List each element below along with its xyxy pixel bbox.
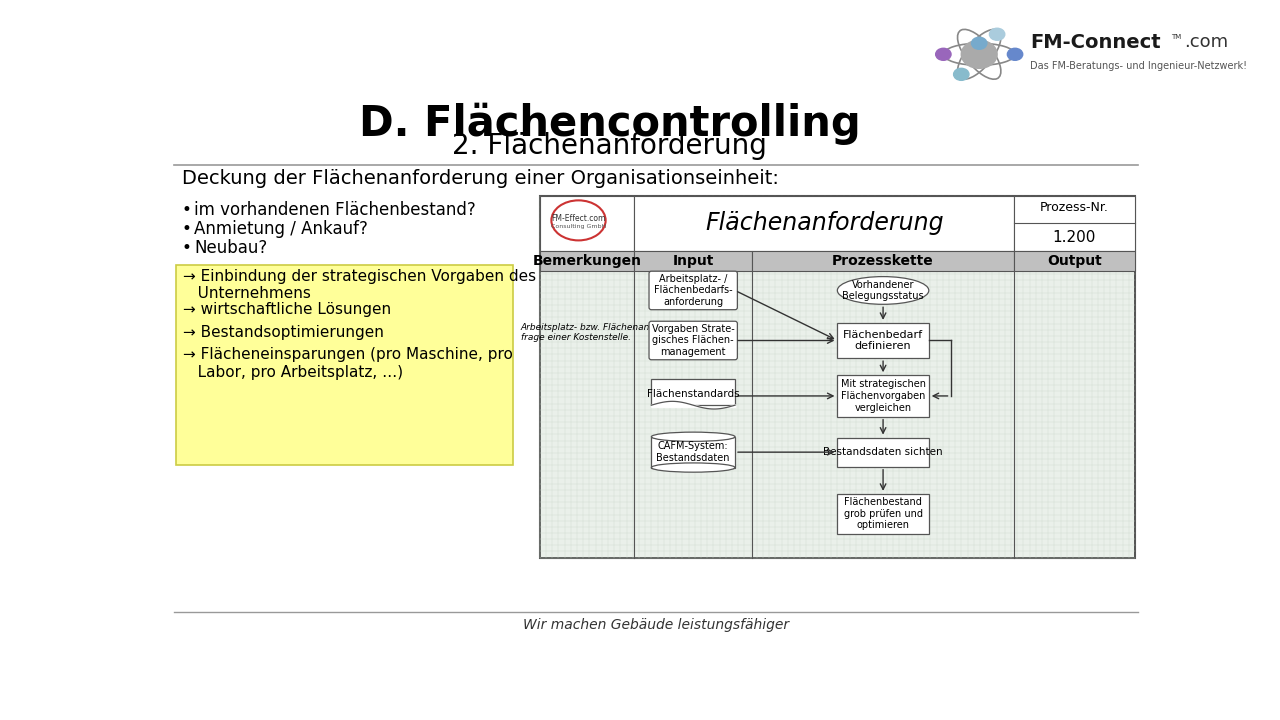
Text: •: • (182, 220, 192, 238)
FancyBboxPatch shape (837, 375, 929, 417)
Text: Arbeitsplatz- bzw. Flächenan-
frage einer Kostenstelle.: Arbeitsplatz- bzw. Flächenan- frage eine… (521, 323, 653, 343)
Circle shape (936, 48, 951, 60)
FancyBboxPatch shape (837, 438, 929, 467)
Circle shape (989, 28, 1005, 40)
Text: → Flächeneinsparungen (pro Maschine, pro
   Labor, pro Arbeitsplatz, …): → Flächeneinsparungen (pro Maschine, pro… (183, 347, 513, 379)
Text: Flächenanforderung: Flächenanforderung (705, 212, 943, 235)
FancyBboxPatch shape (837, 494, 929, 534)
FancyBboxPatch shape (753, 251, 1014, 271)
Text: Deckung der Flächenanforderung einer Organisationseinheit:: Deckung der Flächenanforderung einer Org… (182, 169, 778, 189)
Text: → Bestandsoptimierungen: → Bestandsoptimierungen (183, 325, 384, 341)
Text: Anmietung / Ankauf?: Anmietung / Ankauf? (195, 220, 367, 238)
Text: .com: .com (1184, 33, 1228, 51)
Circle shape (954, 68, 969, 81)
Text: Das FM-Beratungs- und Ingenieur-Netzwerk!: Das FM-Beratungs- und Ingenieur-Netzwerk… (1030, 61, 1248, 71)
FancyBboxPatch shape (540, 196, 1135, 557)
Text: Output: Output (1047, 254, 1102, 268)
FancyBboxPatch shape (649, 271, 737, 310)
Ellipse shape (652, 432, 735, 441)
Text: FM-Connect: FM-Connect (1030, 33, 1161, 52)
Text: → Einbindung der strategischen Vorgaben des
   Unternehmens: → Einbindung der strategischen Vorgaben … (183, 269, 536, 301)
Text: Flächenbestand
grob prüfen und
optimieren: Flächenbestand grob prüfen und optimiere… (844, 497, 923, 531)
Text: TM: TM (1171, 35, 1181, 40)
Text: → wirtschaftliche Lösungen: → wirtschaftliche Lösungen (183, 302, 392, 318)
FancyBboxPatch shape (652, 379, 735, 405)
FancyBboxPatch shape (1014, 251, 1135, 271)
Text: Flächenstandards: Flächenstandards (646, 389, 740, 399)
Ellipse shape (837, 276, 929, 305)
Text: Wir machen Gebäude leistungsfähiger: Wir machen Gebäude leistungsfähiger (524, 618, 788, 632)
Text: 1.200: 1.200 (1053, 230, 1096, 245)
FancyBboxPatch shape (649, 321, 737, 360)
FancyBboxPatch shape (837, 323, 929, 359)
Text: Arbeitsplatz- /
Flächenbedarfs-
anforderung: Arbeitsplatz- / Flächenbedarfs- anforder… (654, 274, 732, 307)
Text: •: • (182, 239, 192, 257)
Text: 2. Flächenanforderung: 2. Flächenanforderung (452, 132, 767, 161)
FancyBboxPatch shape (635, 251, 753, 271)
Text: im vorhandenen Flächenbestand?: im vorhandenen Flächenbestand? (195, 201, 476, 219)
FancyBboxPatch shape (1014, 196, 1135, 251)
FancyBboxPatch shape (540, 196, 635, 251)
Text: Consulting GmbH: Consulting GmbH (550, 224, 607, 229)
Text: Mit strategischen
Flächenvorgaben
vergleichen: Mit strategischen Flächenvorgaben vergle… (841, 379, 925, 413)
Circle shape (1007, 48, 1023, 60)
Text: Neubau?: Neubau? (195, 239, 268, 257)
FancyBboxPatch shape (540, 197, 1134, 557)
Text: Prozesskette: Prozesskette (832, 254, 934, 268)
Text: Prozess-Nr.: Prozess-Nr. (1041, 202, 1108, 215)
Text: CAFM-System:
Bestandsdaten: CAFM-System: Bestandsdaten (657, 441, 730, 463)
Circle shape (972, 37, 987, 49)
Text: Vorhandener
Belegungsstatus: Vorhandener Belegungsstatus (842, 279, 924, 301)
Circle shape (961, 40, 997, 68)
FancyBboxPatch shape (540, 251, 635, 271)
Text: Flächenbedarf
definieren: Flächenbedarf definieren (844, 330, 923, 351)
Ellipse shape (652, 463, 735, 472)
Text: Vorgaben Strate-
gisches Flächen-
management: Vorgaben Strate- gisches Flächen- manage… (652, 324, 735, 357)
Text: Input: Input (672, 254, 714, 268)
Text: Bemerkungen: Bemerkungen (532, 254, 641, 268)
FancyBboxPatch shape (175, 265, 512, 465)
FancyBboxPatch shape (652, 437, 735, 467)
Text: Bestandsdaten sichten: Bestandsdaten sichten (823, 447, 943, 457)
FancyBboxPatch shape (635, 196, 1014, 251)
Text: •: • (182, 201, 192, 219)
Text: D. Flächencontrolling: D. Flächencontrolling (358, 102, 860, 145)
Text: FM-Effect.com: FM-Effect.com (552, 214, 605, 222)
